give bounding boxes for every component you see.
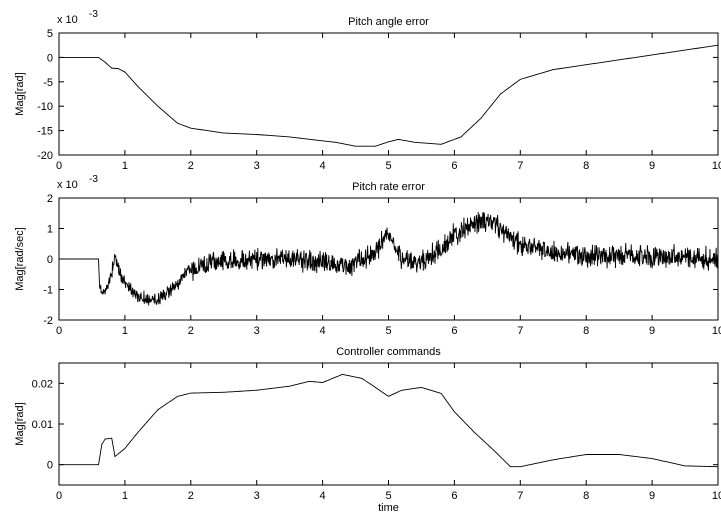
x-tick-label: 0 <box>56 325 62 337</box>
x-tick-label: 3 <box>254 490 260 502</box>
scale-label: x 10 <box>57 14 78 26</box>
x-tick-label: 10 <box>712 160 721 172</box>
x-tick-label: 8 <box>583 160 589 172</box>
y-tick-label: -1 <box>43 285 53 297</box>
x-tick-label: 1 <box>122 160 128 172</box>
series-line <box>59 211 719 306</box>
y-tick-label: -20 <box>37 150 53 162</box>
x-tick-label: 8 <box>583 325 589 337</box>
controller-commands-panel: Controller commands Mag[rad] time 0 1 2 3 4 5 6 7 8… <box>14 346 721 513</box>
panel-title: Pitch angle error <box>348 16 429 28</box>
x-tick-label: 6 <box>451 490 457 502</box>
x-tick-label: 10 <box>712 490 721 502</box>
series-line <box>59 373 719 468</box>
panel-title: Pitch rate error <box>352 181 425 193</box>
y-tick-label: 0 <box>47 254 53 266</box>
x-tick-label: 7 <box>517 160 523 172</box>
scale-exponent: -3 <box>89 9 98 20</box>
pitch-angle-error-panel: Pitch angle error x 10 -3 Mag[rad] 0 1 2 3 4 5 6 7 8… <box>14 9 721 172</box>
x-tick-label: 5 <box>385 325 391 337</box>
x-tick-label: 5 <box>385 160 391 172</box>
x-tick-label: 2 <box>188 160 194 172</box>
series-line <box>59 44 719 147</box>
pitch-rate-error-panel: Pitch rate error x 10 -3 Mag[rad/sec] 0 1 2 3 4 5… <box>14 174 721 337</box>
x-tick-label: 6 <box>451 160 457 172</box>
y-tick-label: 1 <box>47 224 53 236</box>
plot-frame <box>58 32 719 156</box>
plot-frame <box>58 362 719 486</box>
y-tick-label: 0 <box>47 460 53 472</box>
scale-exponent: -3 <box>89 174 98 185</box>
y-axis-label: Mag[rad] <box>14 72 26 115</box>
y-tick-label: 5 <box>47 28 53 40</box>
panel-title: Controller commands <box>336 346 441 358</box>
x-tick-label: 9 <box>649 325 655 337</box>
x-tick-label: 0 <box>56 490 62 502</box>
x-tick-label: 7 <box>517 325 523 337</box>
x-tick-label: 9 <box>649 160 655 172</box>
x-tick-label: 4 <box>320 490 326 502</box>
x-tick-label: 3 <box>254 160 260 172</box>
x-tick-label: 7 <box>517 490 523 502</box>
scale-label: x 10 <box>57 179 78 191</box>
x-tick-label: 4 <box>320 160 326 172</box>
x-tick-label: 10 <box>712 325 721 337</box>
x-tick-label: 0 <box>56 160 62 172</box>
y-axis-label: Mag[rad/sec] <box>14 227 26 291</box>
y-tick-label: -5 <box>43 77 53 89</box>
x-tick-label: 9 <box>649 490 655 502</box>
x-tick-label: 2 <box>188 490 194 502</box>
x-tick-label: 6 <box>451 325 457 337</box>
x-tick-label: 8 <box>583 490 589 502</box>
y-tick-label: -2 <box>43 315 53 327</box>
x-tick-label: 3 <box>254 325 260 337</box>
y-axis-label: Mag[rad] <box>14 402 26 445</box>
y-tick-label: 0.02 <box>32 378 53 390</box>
x-tick-label: 5 <box>385 490 391 502</box>
x-tick-label: 4 <box>320 325 326 337</box>
y-tick-label: 0.01 <box>32 419 53 431</box>
x-tick-label: 1 <box>122 325 128 337</box>
y-tick-label: -15 <box>37 126 53 138</box>
x-tick-label: 1 <box>122 490 128 502</box>
y-tick-label: 0 <box>47 52 53 64</box>
y-tick-label: 2 <box>47 193 53 205</box>
x-axis-label: time <box>378 502 399 513</box>
y-tick-label: -10 <box>37 101 53 113</box>
x-tick-label: 2 <box>188 325 194 337</box>
